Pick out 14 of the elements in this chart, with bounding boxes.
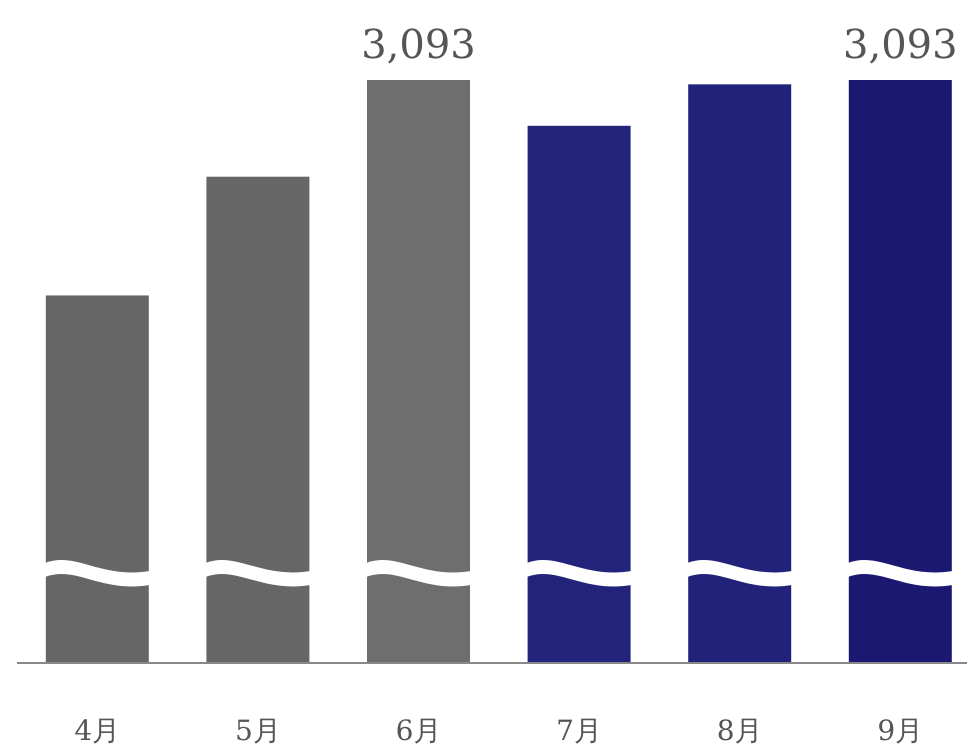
bar [688,84,792,663]
x-tick-label: 7月 [556,714,602,747]
bar [46,295,149,663]
x-tick-label: 4月 [74,714,120,747]
bar [206,176,310,663]
bar [528,126,631,663]
x-tick-label: 9月 [877,714,924,747]
x-tick-label: 6月 [396,714,442,747]
x-tick-label: 5月 [234,714,281,747]
bar [367,80,470,663]
bar [848,80,952,663]
x-tick-label: 8月 [716,714,763,747]
data-label: 3,093 [361,22,476,68]
data-label: 3,093 [843,22,958,68]
